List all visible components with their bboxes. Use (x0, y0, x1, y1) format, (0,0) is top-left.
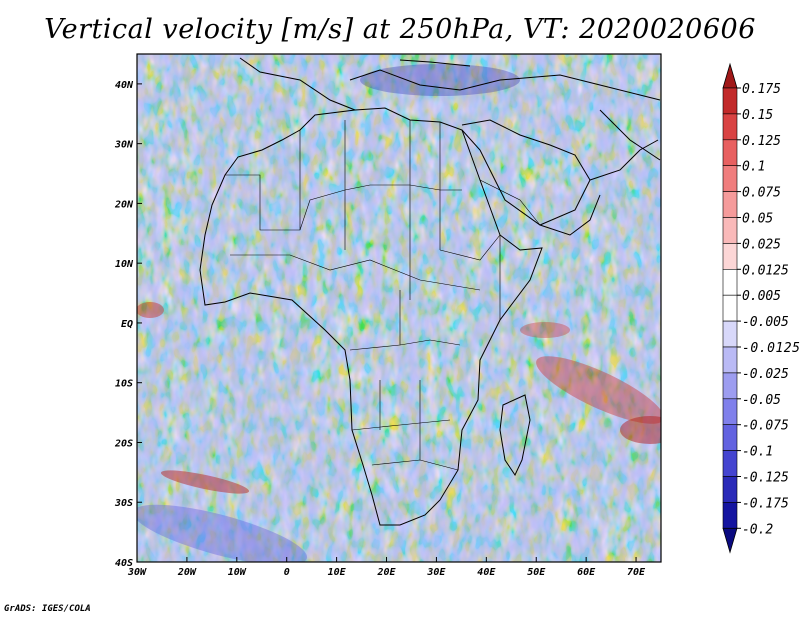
colorbar-cell (722, 165, 738, 192)
colorbar-cell (722, 398, 738, 425)
colorbar-label: -0.075 (742, 419, 789, 434)
lat-tick-label: 40N (115, 80, 134, 91)
colorbar-label: -0.2 (742, 522, 773, 537)
colorbar-cell (722, 294, 738, 322)
colorbar-label: 0.0125 (742, 263, 789, 278)
colorbar-label: -0.05 (742, 393, 781, 408)
longitude-ticks: 30W 20W 10W 0 10E 20E 30E 40E 50E 60E 70E (127, 557, 646, 578)
lat-tick-label: 30N (114, 140, 134, 151)
colorbar-cell (722, 424, 738, 451)
map-frame (136, 53, 662, 563)
grads-credit: GrADS: IGES/COLA (4, 604, 91, 614)
colorbar-label: 0.125 (742, 134, 781, 149)
colorbar-label: -0.025 (742, 367, 789, 382)
lon-tick-label: 0 (284, 567, 290, 578)
colorbar-label: 0.025 (742, 237, 781, 252)
colorbar-cell (722, 346, 738, 374)
colorbar-label: 0.1 (742, 160, 765, 175)
lon-tick-label: 20W (177, 567, 197, 578)
lon-tick-label: 10E (328, 567, 347, 578)
colorbar-label: -0.125 (742, 471, 789, 486)
colorbar-label: 0.005 (742, 289, 781, 304)
colorbar-cell (722, 268, 738, 296)
colorbar-label: -0.005 (742, 315, 789, 330)
colorbar-label: -0.0125 (742, 341, 800, 356)
colorbar-label: 0.05 (742, 212, 773, 227)
lon-tick-label: 30E (426, 567, 446, 578)
latitude-ticks: 40N 30N 20N 10N EQ 10S 20S 30S 40S (114, 80, 142, 569)
colorbar-cell (722, 243, 738, 270)
colorbar-label: 0.175 (742, 82, 781, 97)
colorbar-label: 0.075 (742, 186, 781, 201)
colorbar-cell (722, 502, 738, 529)
lat-tick-label: 10S (115, 379, 133, 390)
lon-tick-label: 20E (376, 567, 396, 578)
colorbar-cell (722, 87, 738, 115)
lon-tick-label: 70E (627, 567, 646, 578)
lat-tick-label: 20S (114, 438, 133, 449)
lon-tick-label: 50E (527, 567, 546, 578)
colorbar-min-arrow (722, 527, 738, 554)
lon-tick-label: 40E (477, 567, 496, 578)
country-borders (225, 120, 541, 471)
lat-tick-label: 30S (114, 498, 133, 509)
map-title: Vertical velocity [m/s] at 250hPa, VT: 2… (44, 14, 756, 45)
colorbar-cell (722, 320, 738, 348)
lat-tick-label: 10N (115, 259, 134, 270)
colorbar-cell (722, 113, 738, 141)
colorbar-max-arrow (722, 62, 738, 89)
lat-tick-label: 20N (114, 199, 134, 210)
colorbar-label: -0.1 (742, 445, 773, 460)
colorbar-cell (722, 372, 738, 400)
colorbar-cell (722, 139, 738, 167)
velocity-field (137, 54, 661, 562)
colorbar-label: 0.15 (742, 108, 773, 123)
colorbar-cell (722, 476, 738, 503)
lat-tick-label: EQ (121, 319, 133, 330)
lat-tick-label: 40S (115, 558, 133, 569)
colorbar: 0.175 0.15 0.125 0.1 0.075 0.05 0.025 0.0125 0.0… (722, 62, 800, 554)
lon-tick-label: 30W (127, 567, 147, 578)
colorbar-label: -0.175 (742, 496, 789, 511)
lon-tick-label: 10W (228, 567, 247, 578)
colorbar-cell (722, 450, 738, 477)
coastlines (199, 57, 661, 526)
lon-tick-label: 60E (577, 567, 596, 578)
colorbar-cell (722, 217, 738, 244)
colorbar-cell (722, 191, 738, 218)
